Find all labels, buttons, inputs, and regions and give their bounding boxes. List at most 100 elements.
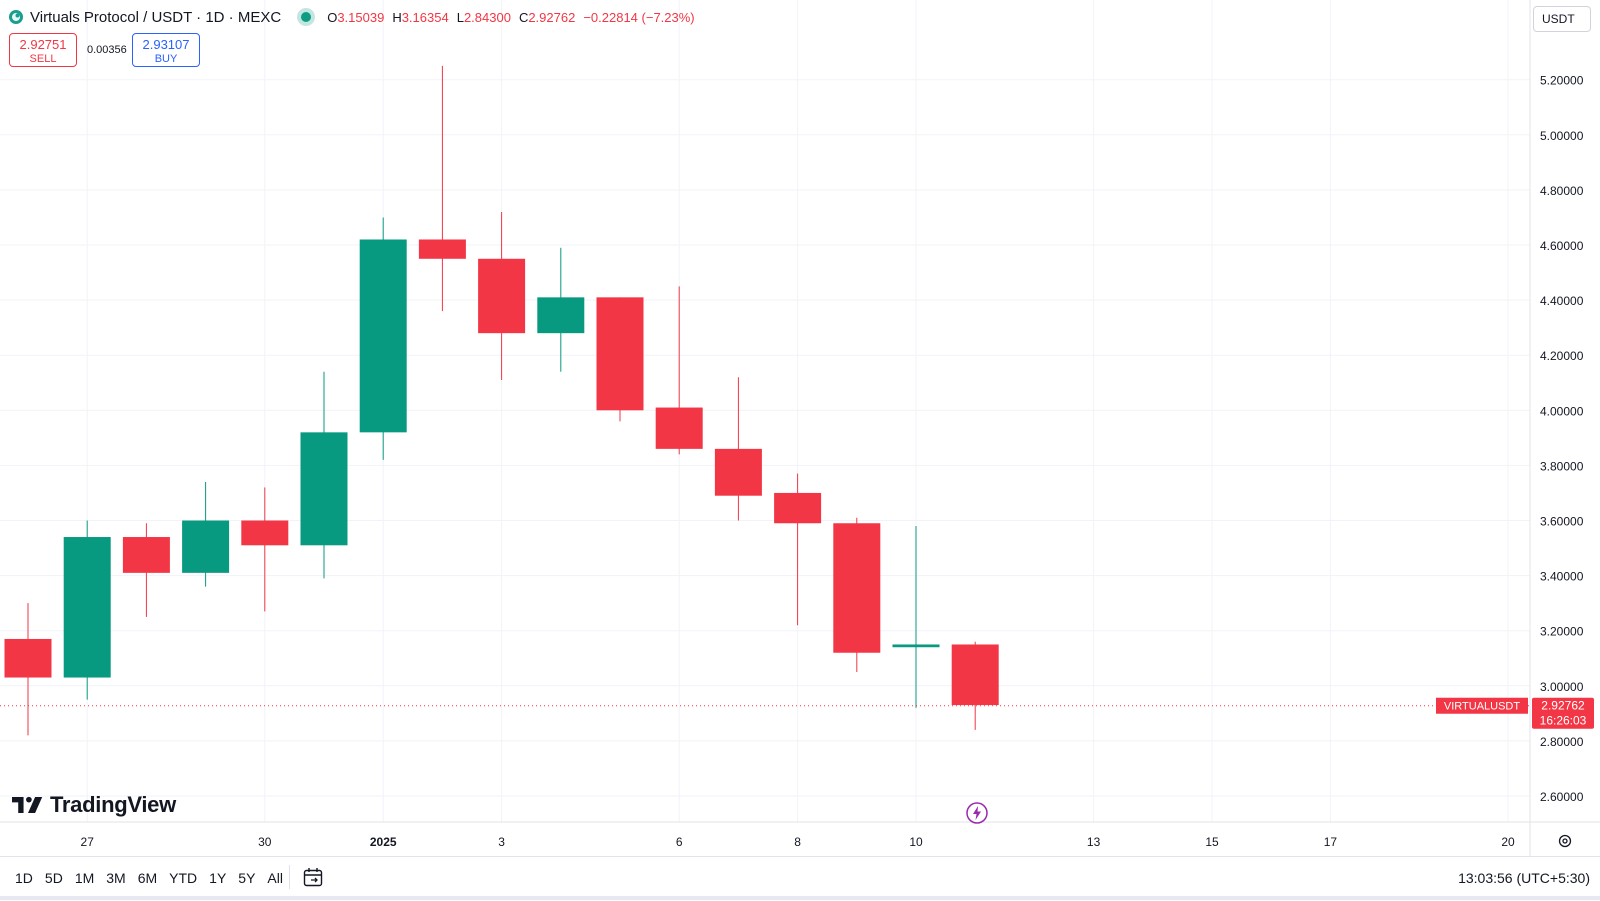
y-tick-label: 5.20000 xyxy=(1540,74,1584,88)
sell-label: SELL xyxy=(29,53,57,65)
candle[interactable] xyxy=(478,211,526,380)
y-tick-label: 3.80000 xyxy=(1540,459,1584,473)
x-tick-label: 15 xyxy=(1205,835,1219,849)
range-5d[interactable]: 5D xyxy=(44,870,63,886)
x-tick-label: 6 xyxy=(676,835,683,849)
range-ytd[interactable]: YTD xyxy=(169,870,198,886)
y-tick-label: 2.60000 xyxy=(1540,790,1584,804)
candle[interactable] xyxy=(241,487,289,612)
candle-body xyxy=(478,258,526,334)
candle-body xyxy=(182,520,230,573)
market-open-indicator xyxy=(301,12,312,22)
bottom-toolbar: 1D 5D 1M 3M 6M YTD 1Y 5Y All 13:03:56 (U… xyxy=(0,856,1600,901)
ohlc-change: −0.22814 (−7.23%) xyxy=(583,9,695,25)
candle-body xyxy=(122,537,170,573)
symbol-price-tag: VIRTUALUSDT xyxy=(1444,701,1520,713)
candle[interactable] xyxy=(833,517,881,673)
calendar-icon[interactable] xyxy=(302,866,324,888)
y-tick-label: 3.20000 xyxy=(1540,625,1584,639)
ohlc-legend: O3.15039 H3.16354 L2.84300 C2.92762 −0.2… xyxy=(327,10,694,25)
x-tick-label: 27 xyxy=(81,835,95,849)
ohlc-low-key: L xyxy=(456,9,464,25)
candle[interactable] xyxy=(182,481,230,587)
symbol-header: Virtuals Protocol / USDT · 1D · MEXC O3.… xyxy=(8,6,695,28)
candle[interactable] xyxy=(122,523,170,617)
candle[interactable] xyxy=(596,297,644,422)
ohlc-low-value: 2.84300 xyxy=(463,9,511,25)
candle[interactable] xyxy=(774,473,822,626)
x-tick-label: 3 xyxy=(498,835,505,849)
lightning-icon[interactable] xyxy=(966,802,988,824)
range-6m[interactable]: 6M xyxy=(137,870,158,886)
candle[interactable] xyxy=(359,217,407,460)
candle-body xyxy=(833,523,881,653)
candle-body xyxy=(63,537,111,678)
ohlc-close-key: C xyxy=(518,9,529,25)
candle[interactable] xyxy=(4,603,52,736)
candle[interactable] xyxy=(418,65,466,312)
y-tick-label: 4.20000 xyxy=(1540,349,1584,363)
ohlc-open-key: O xyxy=(327,9,338,25)
y-tick-label: 3.60000 xyxy=(1540,515,1584,529)
tradingview-logo-icon xyxy=(12,796,43,813)
symbol-price-tag-bg xyxy=(1436,697,1528,714)
buy-price: 2.93107 xyxy=(142,37,190,52)
x-tick-label: 10 xyxy=(909,835,923,849)
candle-body xyxy=(774,492,822,524)
y-tick-label: 3.40000 xyxy=(1540,570,1584,584)
tradingview-brand: TradingView xyxy=(12,792,176,818)
range-1d[interactable]: 1D xyxy=(15,870,33,886)
candle[interactable] xyxy=(714,377,762,521)
range-all[interactable]: All xyxy=(267,870,283,886)
candle-body xyxy=(655,407,703,449)
brand-name: TradingView xyxy=(50,792,176,817)
ohlc-open-value: 3.15039 xyxy=(337,9,385,25)
sell-button[interactable]: 2.92751 SELL xyxy=(9,33,77,67)
candle-body xyxy=(951,644,999,706)
last-price-tag-bg xyxy=(1532,697,1594,729)
x-tick-label: 17 xyxy=(1324,835,1338,849)
candle[interactable] xyxy=(63,520,111,700)
ohlc-high-value: 3.16354 xyxy=(401,9,449,25)
range-selector: 1D 5D 1M 3M 6M YTD 1Y 5Y All xyxy=(10,868,288,888)
candle[interactable] xyxy=(892,526,940,708)
x-tick-label: 2025 xyxy=(370,835,397,849)
candle-body xyxy=(596,297,644,411)
clock-timezone[interactable]: 13:03:56 (UTC+5:30) xyxy=(1458,870,1590,886)
y-tick-label: 4.00000 xyxy=(1540,404,1584,418)
y-tick-label: 3.00000 xyxy=(1540,680,1584,694)
y-tick-label: 4.80000 xyxy=(1540,184,1584,198)
candle[interactable] xyxy=(300,371,348,579)
range-5y[interactable]: 5Y xyxy=(238,870,256,886)
candle[interactable] xyxy=(951,641,999,730)
y-tick-label: 4.60000 xyxy=(1540,239,1584,253)
last-price-label: 2.92762 xyxy=(1541,699,1585,713)
ohlc-high-key: H xyxy=(392,9,402,25)
candle[interactable] xyxy=(537,247,585,372)
sell-price: 2.92751 xyxy=(19,37,67,52)
y-tick-label: 5.00000 xyxy=(1540,129,1584,143)
x-tick-label: 13 xyxy=(1087,835,1101,849)
gear-icon[interactable] xyxy=(1557,833,1573,849)
candle-body xyxy=(241,520,289,546)
x-tick-label: 8 xyxy=(794,835,801,849)
x-tick-label: 30 xyxy=(258,835,272,849)
range-1m[interactable]: 1M xyxy=(74,870,95,886)
x-tick-label: 20 xyxy=(1501,835,1515,849)
candle-body xyxy=(418,239,466,259)
buy-button[interactable]: 2.93107 BUY xyxy=(132,33,200,67)
buy-label: BUY xyxy=(154,53,178,65)
currency-selector[interactable]: USDT xyxy=(1533,6,1591,32)
y-tick-label: 4.40000 xyxy=(1540,294,1584,308)
bottom-strip xyxy=(0,896,1600,900)
range-3m[interactable]: 3M xyxy=(106,870,126,886)
spread-value: 0.00356 xyxy=(87,44,127,56)
range-1y[interactable]: 1Y xyxy=(209,870,227,886)
symbol-title[interactable]: Virtuals Protocol / USDT · 1D · MEXC xyxy=(30,8,282,26)
virtuals-logo-icon xyxy=(9,10,23,24)
candle-body xyxy=(359,239,407,433)
y-tick-label: 2.80000 xyxy=(1540,735,1584,749)
candle-body xyxy=(300,432,348,546)
candle[interactable] xyxy=(655,286,703,455)
